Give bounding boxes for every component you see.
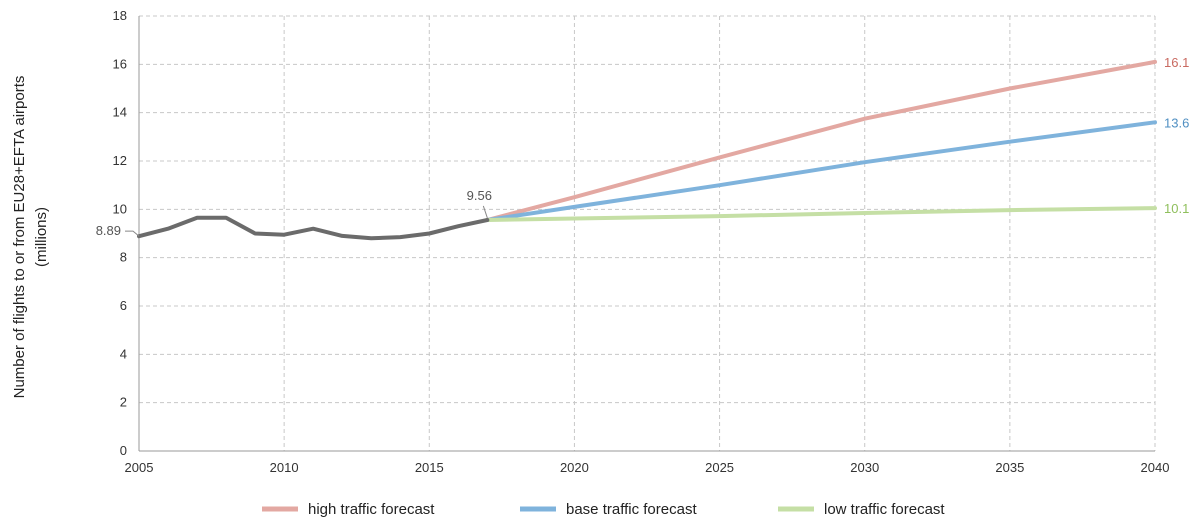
series-line-base-traffic-forecast [485,120,1157,222]
historical-line [137,215,490,241]
annotation-leader-end [482,205,488,219]
x-tick-label-2010: 2010 [270,460,299,475]
y-tick-label-2: 2 [120,395,127,410]
grid [139,15,1156,451]
annotation-start-value: 8.89 [96,223,121,238]
x-tick-label-2025: 2025 [705,460,734,475]
legend: high traffic forecast base traffic foreca… [262,501,945,518]
axes: 0 2 4 6 8 10 12 14 16 18 2005 2010 2015 2020 2025 2030 2… [113,8,1170,475]
x-tick-label-2015: 2015 [415,460,444,475]
data-labels: 16.1 13.6 10.1 8.89 9.56 [96,55,1190,238]
x-tick-label-2040: 2040 [1141,460,1170,475]
y-tick-label-6: 6 [120,298,127,313]
legend-label-high-traffic-forecast: high traffic forecast [308,501,435,518]
y-tick-label-4: 4 [120,346,127,361]
y-tick-label-12: 12 [113,153,127,168]
y-tick-label-16: 16 [113,56,127,71]
annotation-leader-start [125,230,140,237]
x-tick-label-2020: 2020 [560,460,589,475]
end-label-base-traffic-forecast: 13.6 [1164,115,1189,130]
x-tick-label-2035: 2035 [995,460,1024,475]
y-axis-label: Number of flights to or from EU28+EFTA a… [11,76,28,399]
x-tick-label-2030: 2030 [850,460,879,475]
x-tick-label-2005: 2005 [125,460,154,475]
y-tick-label-14: 14 [113,105,127,120]
y-tick-label-10: 10 [113,201,127,216]
y-tick-label-0: 0 [120,443,127,458]
y-tick-label-8: 8 [120,250,127,265]
series-lines [137,59,1157,241]
legend-label-low-traffic-forecast: low traffic forecast [824,501,945,518]
series-line-high-traffic-forecast [485,59,1157,222]
y-tick-label-18: 18 [113,8,127,23]
y-axis-label-units: (millions) [33,207,50,267]
legend-label-base-traffic-forecast: base traffic forecast [566,501,697,518]
end-label-low-traffic-forecast: 10.1 [1164,201,1189,216]
series-line-low-traffic-forecast [485,206,1157,222]
annotation-2017-value: 9.56 [467,188,492,203]
end-label-high-traffic-forecast: 16.1 [1164,55,1189,70]
